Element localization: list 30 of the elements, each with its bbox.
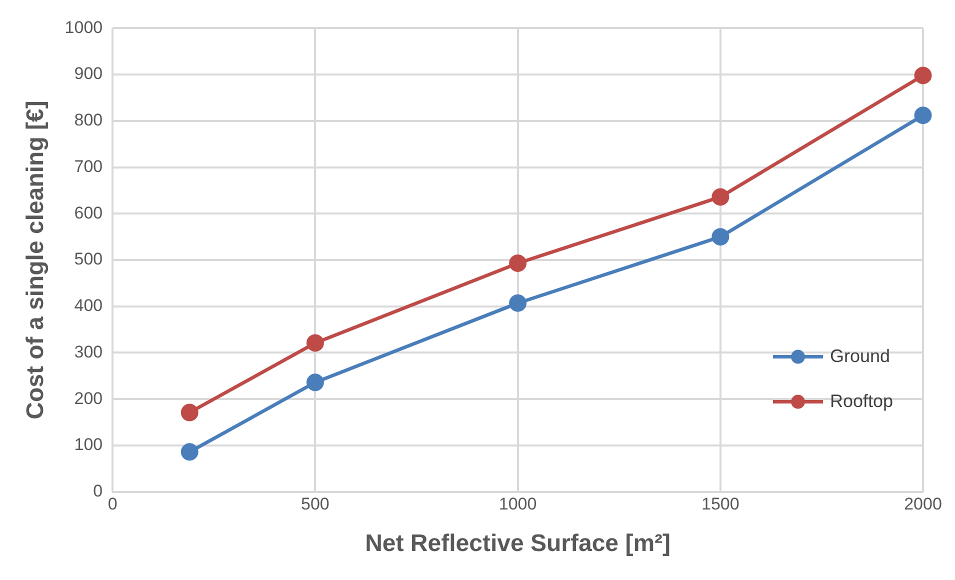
- point: [914, 106, 932, 124]
- y-tick-label: 400: [74, 296, 103, 316]
- point: [712, 188, 730, 206]
- legend-label: Rooftop: [830, 390, 894, 411]
- legend-label: Ground: [830, 346, 890, 366]
- point: [306, 334, 324, 352]
- y-tick-label: 600: [74, 203, 103, 222]
- y-tick-label: 800: [74, 110, 103, 130]
- point: [509, 294, 527, 312]
- y-tick-label: 500: [74, 250, 103, 269]
- x-tick-label: 500: [301, 494, 330, 514]
- point: [306, 374, 324, 392]
- point: [712, 228, 730, 246]
- y-tick-label: 0: [93, 481, 103, 500]
- y-tick-label: 300: [74, 342, 103, 362]
- point: [180, 443, 198, 461]
- x-tick-label: 2000: [904, 494, 942, 514]
- x-tick-label: 1500: [701, 494, 740, 514]
- point: [509, 254, 527, 272]
- y-axis-title: Cost of a single cleaning [€]: [22, 100, 50, 420]
- y-tick-label: 700: [74, 156, 103, 176]
- y-tick-label: 100: [74, 435, 103, 454]
- x-tick-label: 0: [108, 494, 118, 514]
- y-tick-label: 200: [74, 388, 103, 408]
- y-tick-label: 900: [74, 64, 103, 84]
- x-axis-title: Net Reflective Surface [m²]: [365, 530, 671, 558]
- point: [180, 404, 198, 422]
- y-tick-label: 1000: [64, 18, 103, 37]
- point: [914, 66, 932, 84]
- x-tick-label: 1000: [498, 494, 537, 514]
